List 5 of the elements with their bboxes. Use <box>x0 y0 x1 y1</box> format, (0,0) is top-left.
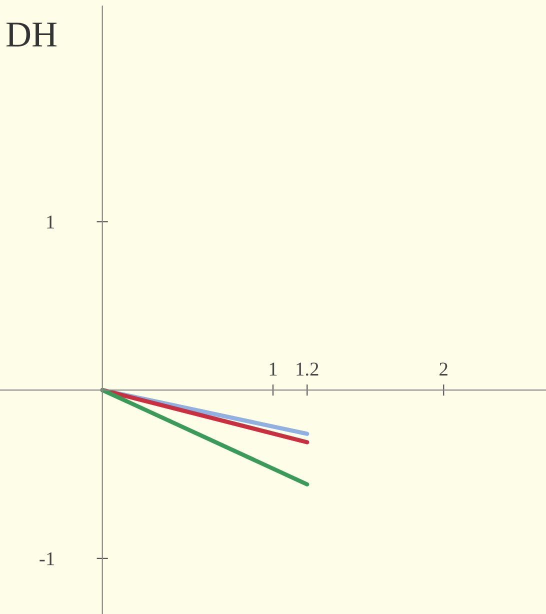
x-tick-label: 1.2 <box>296 362 318 376</box>
x-tick-label: 1 <box>270 362 277 376</box>
y-axis-title: DH <box>6 22 57 46</box>
x-tick-label: 2 <box>440 362 448 376</box>
y-tick-label: -1 <box>40 552 54 566</box>
